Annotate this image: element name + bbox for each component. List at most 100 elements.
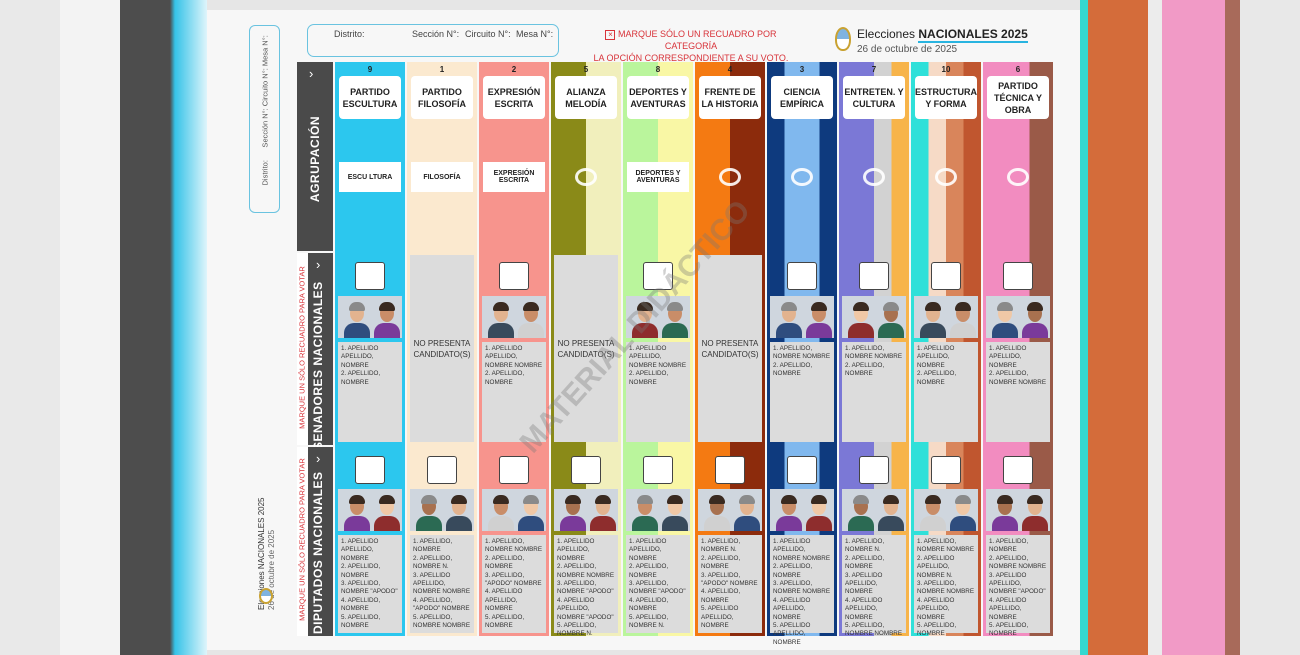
senadores-vote-checkbox[interactable] (787, 262, 817, 290)
candidate-name: 5. APELLIDO, NOMBRE (989, 622, 1029, 638)
candidate-name: 2. APELLIDO, NOMBRE NOMBRE (989, 370, 1047, 386)
diputados-vote-checkbox[interactable] (787, 456, 817, 484)
diputados-vote-checkbox[interactable] (859, 456, 889, 484)
candidate-photos (626, 296, 690, 338)
candidate-list: 1. APELLIDO APELLIDO, NOMBRE 2. APELLIDO,… (986, 342, 1050, 442)
candidate-photo (516, 489, 546, 531)
candidate-list: 1. APELLIDO APELLIDO, NOMBRE NOMBRE 2. AP… (626, 342, 690, 442)
party-logo (915, 162, 977, 192)
candidate-name: 1. APELLIDO, NOMBRE (413, 538, 453, 554)
senadores-vote-checkbox[interactable] (499, 262, 529, 290)
party-logo: ESCU LTURA (339, 162, 401, 192)
candidate-photo (444, 489, 474, 531)
agrupacion-label: AGRUPACIÓN (308, 115, 322, 203)
candidate-name: 1. APELLIDO APELLIDO, NOMBRE (341, 538, 379, 562)
diputados-vote-checkbox[interactable] (931, 456, 961, 484)
ballot-instruction: × MARQUE SÓLO UN RECUADRO POR CATEGORÍA L… (593, 29, 789, 63)
candidate-photos (482, 296, 546, 338)
party-logo (699, 162, 761, 192)
candidate-photo (774, 296, 804, 338)
candidate-photo (486, 489, 516, 531)
candidate-name: 2. APELLIDO, NOMBRE NOMBRE (989, 554, 1047, 571)
candidate-photo (372, 489, 402, 531)
candidate-photos (770, 489, 834, 531)
candidate-photos (914, 489, 978, 531)
candidate-photo (630, 296, 660, 338)
candidate-name: 2. APELLIDO, NOMBRE (485, 370, 525, 386)
candidate-list: 1. APELLIDO, NOMBRE NOMBRE 2. APELLIDO, N… (770, 342, 834, 442)
senadores-vote-checkbox[interactable] (931, 262, 961, 290)
candidate-name: 2. APELLIDO, NOMBRE (341, 563, 381, 579)
candidate-list: 1. APELLIDO, NOMBRE NOMBRE 2. APELLIDO, N… (842, 342, 906, 442)
senadores-instruction: MARQUE UN SÓLO RECUADRO PARA VOTAR (297, 253, 308, 445)
senadores-label: SENADORES NACIONALES (311, 281, 325, 450)
candidate-name: 4. APELLIDO, NOMBRE (629, 596, 669, 613)
candidate-photo (990, 489, 1020, 531)
argentina-coat-of-arms-icon (835, 27, 851, 51)
senadores-vote-checkbox[interactable] (859, 262, 889, 290)
diputados-vote-checkbox[interactable] (1003, 456, 1033, 484)
candidate-photos (410, 489, 474, 531)
candidate-photo (372, 296, 402, 338)
party-name: PARTIDO TÉCNICA Y OBRA (987, 76, 1049, 119)
candidate-photo (342, 296, 372, 338)
candidate-name: 4. APELLIDO APELLIDO, NOMBRE (989, 596, 1027, 621)
party-name: EXPRESIÓN ESCRITA (483, 76, 545, 119)
candidate-name: 5. APELLIDO APELLIDO, NOMBRE (773, 622, 811, 646)
election-title: Elecciones NACIONALES 2025 (857, 27, 1028, 43)
diputados-vote-checkbox[interactable] (643, 456, 673, 484)
chevron-icon: › (316, 451, 321, 466)
candidate-name: 3. APELLIDO APELLIDO, NOMBRE "APODO" (989, 571, 1046, 596)
candidate-name: 1. APELLIDO, NOMBRE N. (845, 538, 885, 554)
senadores-vote-checkbox[interactable] (355, 262, 385, 290)
candidate-name: 2. APELLIDO, NOMBRE (917, 370, 957, 386)
candidate-list: 1. APELLIDO APELLIDO, NOMBRE 2. APELLIDO,… (338, 342, 402, 442)
candidate-photos (338, 296, 402, 338)
candidate-photos (554, 489, 618, 531)
diputados-vote-checkbox[interactable] (571, 456, 601, 484)
side-box-text: Distrito: Sección N°: Circuito N°: Mesa … (260, 35, 270, 186)
party-logo (843, 162, 905, 192)
candidate-name: 2. APELLIDO, NOMBRE (773, 361, 813, 378)
party-number: 1 (439, 65, 445, 74)
party-name: ALIANZA MELODÍA (555, 76, 617, 119)
senadores-vote-checkbox[interactable] (643, 262, 673, 290)
party-column: 4 FRENTE DE LA HISTORIA NO PRESENTA CAND… (695, 62, 765, 636)
candidate-name: 5. APELLIDO, NOMBRE NOMBRE (845, 622, 903, 638)
senadores-vote-checkbox[interactable] (1003, 262, 1033, 290)
diputados-vote-checkbox[interactable] (499, 456, 529, 484)
candidate-name: 2. APELLIDO, NOMBRE NOMBRE (557, 563, 615, 579)
candidate-name: 4. APELLIDO, "APODO" NOMBRE (413, 596, 470, 613)
party-column: 3 CIENCIA EMPÍRICA 1. APELLIDO, NOMBRE N… (767, 62, 837, 646)
party-column: 2 EXPRESIÓN ESCRITA EXPRESIÓN ESCRITA 1.… (479, 62, 549, 636)
chevron-icon: › (316, 257, 321, 272)
party-column: 8 DEPORTES Y AVENTURAS DEPORTES Y AVENTU… (623, 62, 693, 636)
candidate-list: 1. APELLIDO APELLIDO, NOMBRE 2. APELLIDO,… (914, 342, 978, 442)
distrito-label: Distrito: (334, 29, 365, 39)
argentina-coat-of-arms-icon (259, 588, 273, 604)
party-logo (555, 162, 617, 192)
candidate-photos (842, 296, 906, 338)
party-number: 7 (871, 65, 877, 74)
diputados-vote-checkbox[interactable] (427, 456, 457, 484)
candidate-photos (626, 489, 690, 531)
candidate-photo (732, 489, 762, 531)
diputados-vote-checkbox[interactable] (715, 456, 745, 484)
candidate-name: 1. APELLIDO, NOMBRE NOMBRE (845, 345, 903, 361)
candidate-name: 4. APELLIDO APELLIDO, NOMBRE (485, 588, 523, 613)
candidate-name: 1. APELLIDO, NOMBRE NOMBRE (485, 538, 543, 554)
candidate-name: 1. APELLIDO APELLIDO, NOMBRE (629, 538, 667, 562)
candidate-name: 5. APELLIDO, NOMBRE N. (557, 622, 597, 638)
party-logo: EXPRESIÓN ESCRITA (483, 162, 545, 192)
party-name: ESTRUCTURA Y FORMA (915, 76, 977, 119)
candidate-list: 1. APELLIDO, NOMBRE NOMBRE 2. APELLIDO AP… (914, 535, 978, 637)
candidate-list: 1. APELLIDO APELLIDO, NOMBRE NOMBRE 2. AP… (770, 535, 834, 646)
x-box-icon: × (605, 30, 616, 40)
diputados-vote-checkbox[interactable] (355, 456, 385, 484)
candidate-photo (660, 489, 690, 531)
candidate-photo (876, 489, 906, 531)
candidate-photo (804, 296, 834, 338)
candidate-name: 5. APELLIDO, NOMBRE (485, 613, 525, 630)
candidate-photo (486, 296, 516, 338)
party-number: 10 (941, 65, 951, 74)
